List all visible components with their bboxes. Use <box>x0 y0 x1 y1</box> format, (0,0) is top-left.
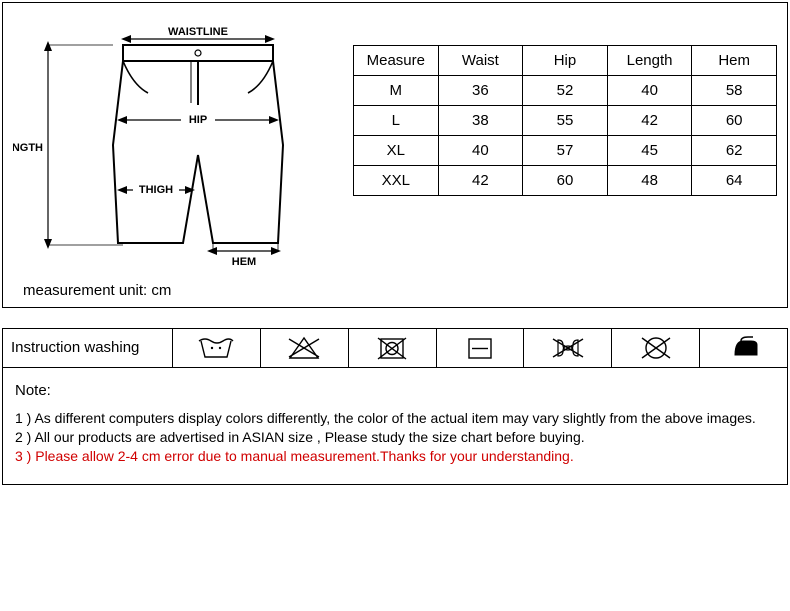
col-header: Length <box>607 46 692 76</box>
wash-tub-icon <box>173 329 261 367</box>
table-row: Measure Waist Hip Length Hem <box>354 46 777 76</box>
washing-note-panel: Instruction washing <box>2 328 788 485</box>
table-row: XXL 42 60 48 64 <box>354 166 777 196</box>
note-line-1: 1 ) As different computers display color… <box>15 409 775 428</box>
washing-row: Instruction washing <box>3 329 787 368</box>
dry-flat-icon <box>437 329 525 367</box>
col-header: Waist <box>438 46 523 76</box>
svg-text:THIGH: THIGH <box>139 184 173 196</box>
no-bleach-icon <box>261 329 349 367</box>
diagram-column: LENGTH WAISTLINE <box>13 15 323 299</box>
svg-text:HEM: HEM <box>232 256 256 268</box>
svg-text:HIP: HIP <box>189 114 207 126</box>
table-row: L 38 55 42 60 <box>354 106 777 136</box>
col-header: Measure <box>354 46 439 76</box>
svg-text:LENGTH: LENGTH <box>13 142 43 154</box>
table-row: XL 40 57 45 62 <box>354 136 777 166</box>
size-table-column: Measure Waist Hip Length Hem M 36 52 40 … <box>353 15 777 196</box>
note-line-2: 2 ) All our products are advertised in A… <box>15 428 775 447</box>
no-tumble-icon <box>349 329 437 367</box>
shorts-diagram: LENGTH WAISTLINE <box>13 15 323 275</box>
no-wring-icon <box>524 329 612 367</box>
iron-icon <box>700 329 787 367</box>
size-panel: LENGTH WAISTLINE <box>2 2 788 308</box>
col-header: Hem <box>692 46 777 76</box>
size-table: Measure Waist Hip Length Hem M 36 52 40 … <box>353 45 777 196</box>
measurement-unit: measurement unit: cm <box>23 282 323 299</box>
col-header: Hip <box>523 46 608 76</box>
note-block: Note: 1 ) As different computers display… <box>3 368 787 484</box>
washing-label: Instruction washing <box>3 329 173 367</box>
table-row: M 36 52 40 58 <box>354 76 777 106</box>
no-dry-clean-icon <box>612 329 700 367</box>
note-title: Note: <box>15 382 775 399</box>
note-line-3: 3 ) Please allow 2-4 cm error due to man… <box>15 447 775 466</box>
svg-text:WAISTLINE: WAISTLINE <box>168 26 228 38</box>
